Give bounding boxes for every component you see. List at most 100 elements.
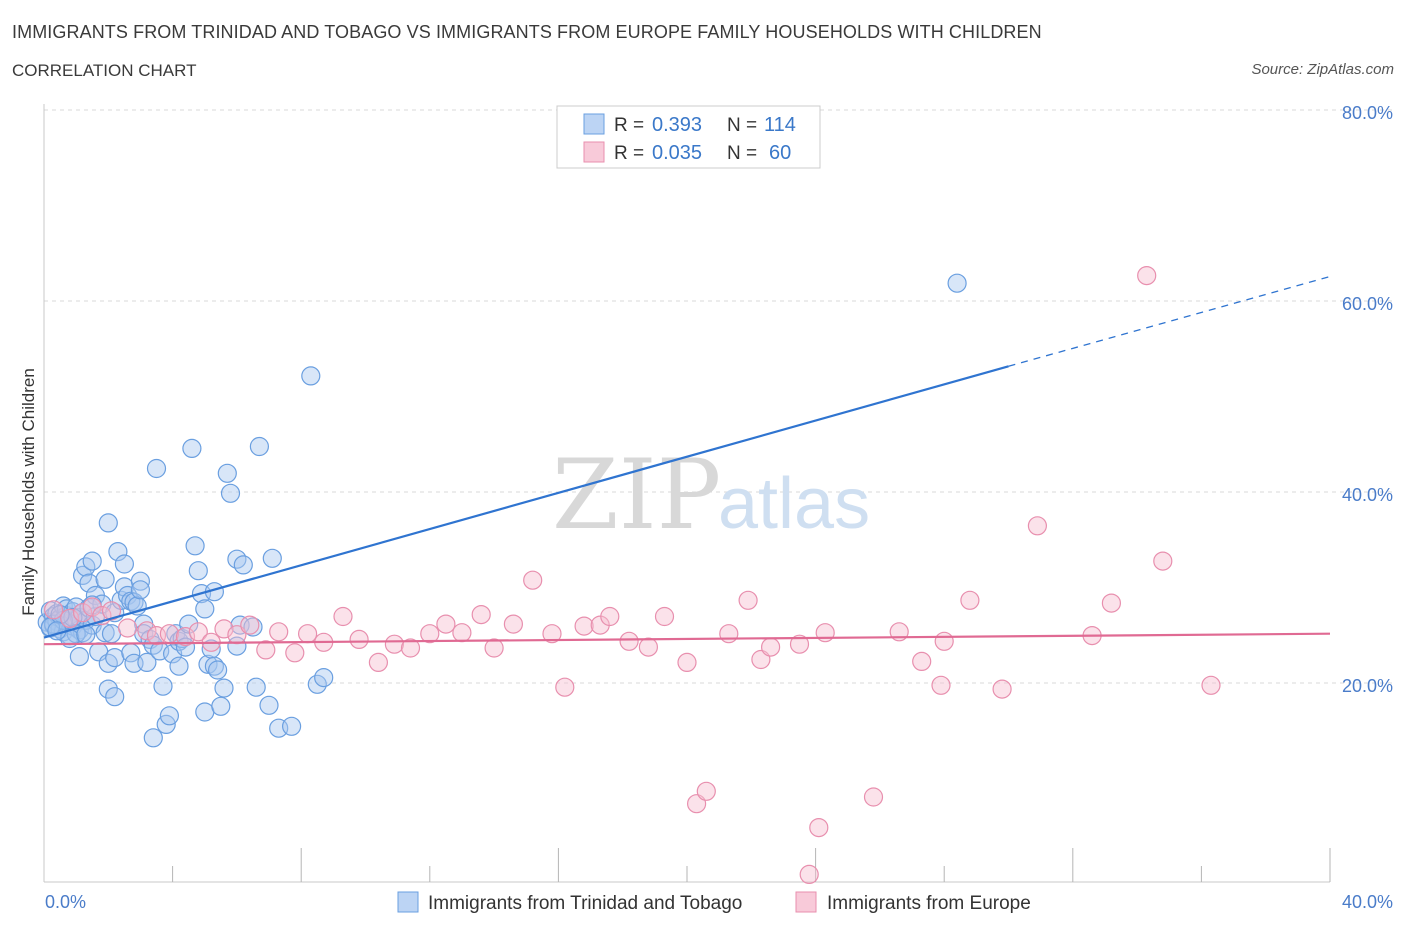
point-trinidad-91 — [233, 555, 253, 575]
point-europe-41 — [677, 652, 697, 673]
point-europe-56 — [934, 631, 954, 651]
point-europe-63 — [1153, 551, 1173, 571]
point-trinidad-39 — [95, 569, 115, 589]
point-europe-21 — [333, 606, 353, 627]
series-legend: Immigrants from Trinidad and Tobago Immi… — [397, 891, 1031, 914]
stats-n-value-pink: 60 — [769, 142, 791, 164]
point-europe-0 — [43, 600, 64, 620]
trendline-trinidad — [43, 365, 1009, 639]
point-europe-44 — [719, 624, 739, 644]
x-tick-label-0: 0.0% — [45, 892, 86, 912]
stats-swatch-blue — [583, 113, 605, 135]
point-europe-16 — [256, 640, 276, 660]
point-europe-11 — [188, 622, 208, 642]
y-tick-label-20: 20.0% — [1342, 676, 1393, 696]
point-trinidad-64 — [146, 458, 167, 479]
point-trinidad-84 — [208, 660, 228, 680]
point-trinidad-107 — [143, 728, 163, 748]
point-trinidad-100 — [314, 667, 334, 688]
y-tick-label-80: 80.0% — [1342, 103, 1393, 123]
point-trinidad-95 — [262, 548, 282, 568]
point-europe-26 — [420, 624, 440, 644]
point-europe-51 — [815, 623, 835, 643]
point-europe-34 — [555, 677, 575, 697]
point-europe-62 — [1137, 266, 1157, 286]
trendline-europe — [43, 632, 1331, 646]
point-trinidad-77 — [188, 561, 208, 581]
point-trinidad-86 — [214, 678, 234, 698]
point-europe-59 — [1027, 516, 1048, 536]
point-europe-38 — [619, 631, 639, 651]
point-trinidad-76 — [185, 536, 205, 556]
legend-label-trinidad: Immigrants from Trinidad and Tobago — [428, 893, 742, 914]
point-trinidad-93 — [246, 677, 266, 697]
point-europe-24 — [384, 634, 404, 654]
point-trinidad-74 — [179, 614, 199, 634]
point-trinidad-88 — [220, 483, 241, 503]
point-trinidad-61 — [137, 652, 157, 673]
point-trinidad-47 — [108, 541, 128, 562]
point-europe-43 — [696, 781, 716, 801]
point-europe-49 — [799, 864, 819, 885]
point-europe-35 — [574, 616, 594, 636]
point-europe-57 — [960, 590, 980, 610]
watermark-atlas: atlas — [718, 464, 870, 544]
point-trinidad-106 — [105, 687, 125, 707]
point-europe-32 — [523, 570, 543, 590]
point-trinidad-35 — [82, 551, 102, 571]
stats-n-value-blue: 114 — [764, 114, 796, 136]
point-europe-9 — [159, 624, 179, 644]
point-trinidad-85 — [211, 696, 231, 716]
point-europe-5 — [101, 601, 122, 621]
point-trinidad-108 — [169, 656, 189, 676]
point-trinidad-83 — [204, 656, 224, 676]
point-trinidad-111 — [259, 695, 279, 715]
point-europe-52 — [863, 787, 884, 807]
stats-legend: R = 0.393 N = 114 R = 0.035 N = 60 — [556, 105, 821, 169]
point-europe-10 — [175, 626, 196, 647]
point-trinidad-80 — [195, 702, 215, 722]
chart-title: IMMIGRANTS FROM TRINIDAD AND TOBAGO VS I… — [12, 22, 1042, 42]
point-europe-50 — [809, 817, 829, 838]
point-trinidad-45 — [105, 647, 125, 668]
stats-r-value-blue: 0.393 — [652, 114, 702, 136]
point-europe-27 — [436, 614, 456, 634]
point-trinidad-43 — [98, 679, 118, 699]
y-tick-label-40: 40.0% — [1342, 485, 1393, 505]
point-europe-25 — [400, 638, 421, 658]
point-europe-15 — [240, 615, 260, 635]
point-europe-31 — [503, 614, 524, 634]
x-tick-label-40: 40.0% — [1342, 892, 1393, 912]
point-europe-39 — [638, 637, 659, 657]
chart-subtitle: CORRELATION CHART — [12, 61, 197, 80]
stats-r-label-blue: R = — [614, 115, 644, 136]
point-europe-29 — [471, 604, 491, 625]
point-europe-2 — [72, 603, 93, 623]
point-europe-54 — [912, 651, 932, 672]
point-europe-7 — [137, 621, 157, 641]
point-trinidad-49 — [114, 554, 135, 574]
point-europe-64 — [1201, 675, 1221, 695]
y-axis-title: Family Households with Children — [19, 368, 38, 616]
point-europe-18 — [285, 643, 305, 663]
point-trinidad-101 — [947, 273, 967, 293]
point-trinidad-75 — [182, 438, 202, 458]
legend-swatch-europe — [795, 891, 817, 913]
point-europe-22 — [349, 629, 369, 650]
point-trinidad-34 — [79, 573, 99, 593]
point-trinidad-97 — [282, 716, 302, 736]
point-europe-37 — [600, 606, 620, 627]
point-trinidad-98 — [301, 366, 321, 386]
stats-n-label-pink: N = — [727, 143, 757, 164]
stats-swatch-pink — [583, 141, 605, 163]
point-trinidad-92 — [243, 617, 263, 637]
trendline-trinidad-extension — [1008, 275, 1331, 367]
point-trinidad-58 — [130, 580, 150, 600]
point-europe-28 — [452, 623, 472, 643]
gridlines — [44, 109, 1392, 684]
point-europe-17 — [269, 622, 289, 642]
point-trinidad-66 — [153, 676, 173, 696]
trend-layer — [43, 275, 1331, 646]
legend-label-europe: Immigrants from Europe — [827, 893, 1031, 914]
